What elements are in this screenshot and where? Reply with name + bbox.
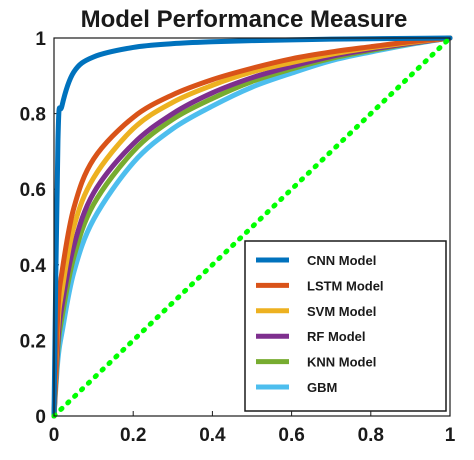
plot-frame: [53, 37, 451, 417]
y-tick-label: 0.2: [20, 331, 46, 352]
y-tick-label: 0.8: [20, 105, 46, 126]
y-tick-label: 0.4: [20, 256, 47, 277]
y-tick-label: 1: [35, 29, 46, 50]
x-tick-label: 1: [445, 425, 456, 446]
x-tick-label: 0.4: [199, 425, 226, 446]
x-tick-label: 0: [49, 425, 60, 446]
chart-title: Model Performance Measure: [81, 6, 408, 33]
legend-box: [244, 240, 447, 412]
legend-label: KNN Model: [307, 355, 376, 370]
series-line-lstm-model: [51, 35, 453, 419]
plot-area: [51, 35, 453, 419]
legend-label: RF Model: [307, 329, 366, 344]
axis-ticks: 0 0.2 0.4 0.6 0.8 1 0 0.2 0.4 0.6 0.8 1: [20, 29, 456, 446]
legend-label: CNN Model: [307, 253, 376, 268]
legend-label: LSTM Model: [307, 278, 384, 293]
legend-label: SVM Model: [307, 304, 376, 319]
reference-diagonal-line: [51, 35, 453, 419]
y-tick-label: 0.6: [20, 180, 46, 201]
x-tick-label: 0.2: [120, 425, 146, 446]
series-line-cnn-model: [51, 35, 453, 419]
legend: CNN Model LSTM Model SVM Model RF Model KNN …: [244, 240, 447, 412]
legend-label: GBM: [307, 380, 337, 395]
x-tick-label: 0.6: [278, 425, 304, 446]
y-tick-label: 0: [35, 407, 46, 428]
x-tick-label: 0.8: [358, 425, 384, 446]
